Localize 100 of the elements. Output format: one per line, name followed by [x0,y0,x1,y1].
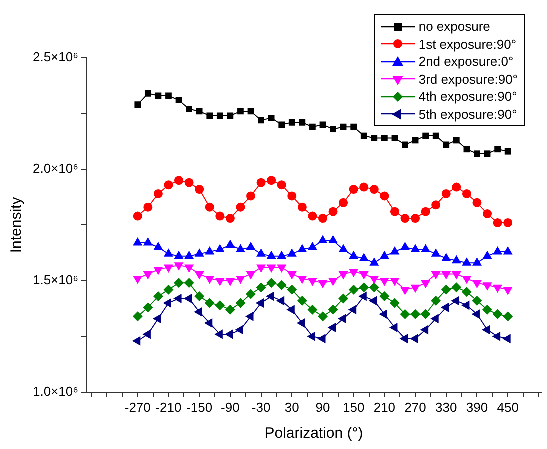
point [174,278,184,288]
point [308,278,318,286]
point [430,314,439,324]
point [483,210,492,219]
point [370,276,380,284]
point [482,282,492,291]
point [288,192,297,201]
point [422,132,429,140]
point [287,284,298,295]
point [194,271,204,280]
point [380,192,390,201]
point [380,292,390,302]
x-tick-label: -150 [186,400,213,415]
y-tick-label: 2.0×10⁶ [32,161,78,176]
point [440,302,450,312]
point [297,296,308,306]
point [371,135,378,142]
point [492,332,501,342]
point [493,218,502,228]
point [196,108,203,115]
point [392,135,398,142]
point [143,302,154,313]
point [369,282,380,293]
point [226,278,236,286]
point [503,287,513,296]
point [494,146,501,153]
point [298,276,308,284]
point [246,192,256,201]
point [360,132,368,140]
point [339,198,348,208]
x-tick-label: -210 [156,400,182,415]
point [370,185,379,194]
point [420,325,429,335]
point [238,108,244,115]
point [461,300,470,310]
point [420,309,431,320]
point [246,312,254,322]
point [154,189,163,198]
point [482,325,490,335]
point [318,312,328,322]
point [236,202,246,212]
x-tick-label: -90 [221,400,240,415]
point [482,304,493,315]
x-tick-label: 390 [466,400,488,415]
legend-label: 5th exposure:90° [418,106,518,123]
point [166,92,172,100]
point [225,304,236,315]
point [174,176,184,186]
x-tick-label: -30 [252,400,271,415]
point [246,289,256,300]
point [206,112,214,120]
x-tick-label: 30 [284,400,300,415]
point [204,298,215,308]
point [452,282,462,293]
point [298,202,307,212]
point [134,102,142,108]
point [358,292,367,302]
point [132,312,143,322]
point [318,214,328,224]
point [152,314,162,324]
point [296,318,306,328]
point [442,189,451,198]
point [441,284,452,295]
point [474,150,480,158]
point [462,276,472,284]
legend-label: 2nd exposure:0° [418,53,514,70]
point [379,310,388,320]
point [492,309,503,320]
point [184,294,192,304]
point [431,296,442,306]
point [144,202,153,212]
legend-label: 4th exposure:90° [418,88,518,106]
point [194,307,202,317]
x-tick-label: 450 [497,400,519,415]
point [216,112,224,120]
point [432,200,441,210]
point [402,142,408,148]
point [258,117,264,124]
x-axis-title: Polarization (°) [264,425,364,442]
point [390,207,400,216]
point [256,298,264,308]
point [328,207,338,216]
point [328,322,336,333]
point [390,278,400,286]
point [349,185,358,194]
point [452,182,462,192]
point [462,189,472,198]
point [472,310,480,320]
x-tick-label: 270 [404,400,426,415]
point [502,334,511,344]
point [277,264,287,274]
point [276,296,285,306]
point [443,142,450,148]
point [184,178,194,188]
point [299,119,306,126]
point [410,309,421,320]
point [154,267,164,276]
point [176,97,182,104]
point [389,322,398,333]
point [133,276,143,284]
